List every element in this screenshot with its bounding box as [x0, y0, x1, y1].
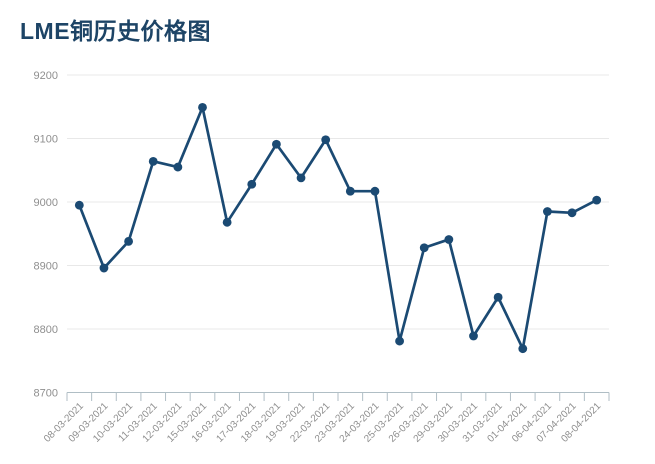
data-point[interactable] [296, 173, 306, 183]
x-axis-labels: 08-03-202109-03-202110-03-202111-03-2021… [42, 401, 604, 445]
data-point[interactable] [370, 186, 380, 196]
data-point[interactable] [395, 336, 404, 346]
data-point[interactable] [345, 186, 355, 196]
data-point[interactable] [493, 292, 503, 302]
y-tick-label: 8900 [34, 261, 58, 273]
data-point[interactable] [74, 200, 84, 210]
data-point[interactable] [419, 243, 429, 253]
data-point[interactable] [124, 236, 133, 246]
data-point[interactable] [272, 139, 281, 149]
data-point[interactable] [592, 195, 602, 205]
y-tick-label: 9100 [34, 134, 58, 146]
data-points [74, 102, 602, 354]
data-point[interactable] [469, 331, 478, 341]
y-tick-label: 8700 [34, 388, 58, 400]
y-tick-label: 9200 [34, 70, 58, 82]
data-point[interactable] [99, 263, 109, 273]
gridlines [67, 74, 609, 393]
x-axis [66, 392, 610, 401]
data-point[interactable] [518, 344, 528, 354]
data-point[interactable] [444, 235, 454, 244]
data-point[interactable] [567, 208, 577, 218]
y-axis-labels: 8700 8800 8900 9000 9100 9200 [34, 70, 58, 400]
price-line [77, 106, 599, 351]
data-point[interactable] [173, 162, 183, 172]
data-point[interactable] [148, 156, 158, 166]
chart-title: LME铜历史价格图 [20, 18, 212, 44]
y-tick-label: 8800 [34, 324, 58, 336]
data-point[interactable] [222, 217, 232, 227]
data-point[interactable] [543, 207, 552, 216]
data-point[interactable] [321, 135, 331, 145]
y-tick-label: 9000 [34, 197, 58, 209]
data-point[interactable] [198, 102, 207, 112]
data-point[interactable] [247, 179, 257, 189]
